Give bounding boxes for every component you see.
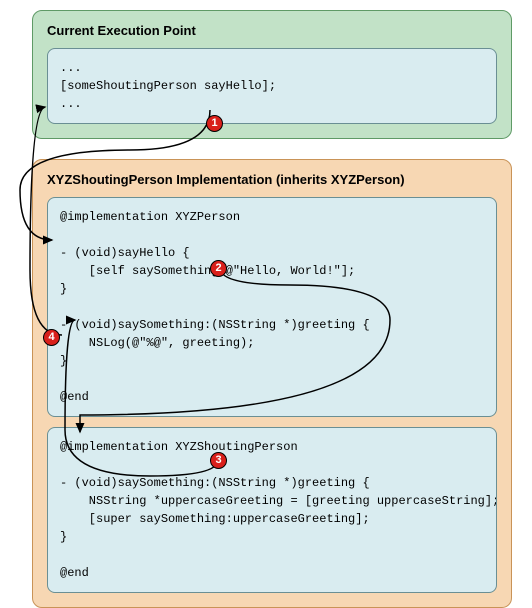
step-badge-4: 4 (43, 329, 60, 346)
implementation-title: XYZShoutingPerson Implementation (inheri… (47, 172, 497, 187)
step-badge-1: 1 (206, 115, 223, 132)
step-badge-2: 2 (210, 260, 227, 277)
step-badge-3: 3 (210, 452, 227, 469)
xyzshoutingperson-code: @implementation XYZShoutingPerson - (voi… (47, 427, 497, 593)
execution-point-box: Current Execution Point ... [someShoutin… (32, 10, 512, 139)
execution-point-title: Current Execution Point (47, 23, 497, 38)
xyzperson-code: @implementation XYZPerson - (void)sayHel… (47, 197, 497, 417)
implementation-box: XYZShoutingPerson Implementation (inheri… (32, 159, 512, 608)
execution-point-code: ... [someShoutingPerson sayHello]; ... (47, 48, 497, 124)
